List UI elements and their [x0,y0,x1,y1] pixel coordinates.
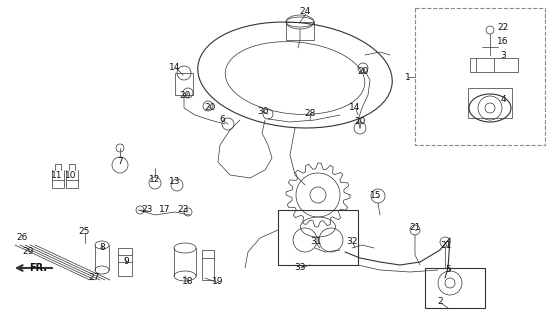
Text: 20: 20 [179,91,191,100]
Text: 8: 8 [99,244,105,252]
Text: 19: 19 [212,277,224,286]
Text: 27: 27 [88,274,100,283]
Text: 14: 14 [169,62,181,71]
Text: 17: 17 [159,205,171,214]
Text: 15: 15 [370,190,382,199]
Text: 20: 20 [204,103,216,113]
Text: 22: 22 [497,23,508,33]
Text: 20: 20 [357,68,369,76]
Text: 24: 24 [299,7,311,17]
Text: 5: 5 [445,266,451,275]
Text: 31: 31 [310,237,322,246]
Text: 4: 4 [500,95,506,105]
Text: 6: 6 [219,116,225,124]
Text: 14: 14 [349,103,361,113]
Bar [278,210,358,265]
Text: 29: 29 [22,247,34,257]
Text: 13: 13 [169,178,181,187]
Text: 21: 21 [410,223,421,233]
Text: 1: 1 [405,73,411,82]
Text: 21: 21 [440,241,452,250]
Text: 18: 18 [182,277,194,286]
Text: 28: 28 [304,108,316,117]
Bar [470,58,518,72]
Text: 9: 9 [123,258,129,267]
Text: 16: 16 [497,37,509,46]
Bar [468,88,512,118]
Bar [118,248,132,276]
Text: 33: 33 [294,262,306,271]
Text: 32: 32 [346,237,357,246]
Text: 23: 23 [142,205,153,214]
Text: 23: 23 [177,205,189,214]
Text: 30: 30 [258,107,269,116]
Text: 3: 3 [500,52,506,60]
Bar [202,250,214,280]
Text: 25: 25 [78,228,90,236]
Bar [415,8,545,145]
Text: 20: 20 [354,117,366,126]
Text: FR.: FR. [29,263,47,273]
Bar [425,268,485,308]
Bar [286,22,314,40]
Text: 2: 2 [437,298,443,307]
Text: 7: 7 [117,157,123,166]
Text: 11: 11 [51,171,63,180]
Text: 12: 12 [149,175,161,185]
Text: 10: 10 [65,171,77,180]
Text: 26: 26 [16,234,28,243]
Bar [175,73,193,95]
